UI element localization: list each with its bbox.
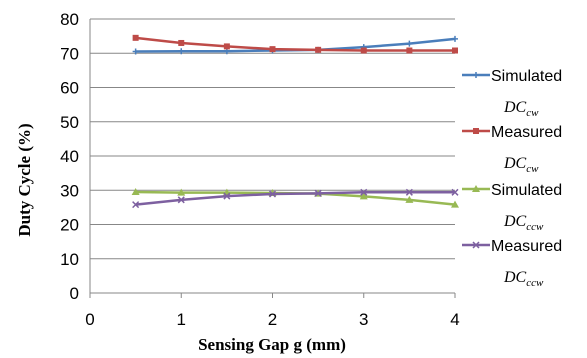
data-point: [177, 196, 185, 204]
data-point: [473, 128, 479, 134]
legend-entry: Simulated DCcw: [462, 68, 562, 119]
x-tick-label: 1: [177, 310, 186, 329]
data-point: [451, 188, 459, 196]
data-point: [360, 188, 368, 196]
data-point: [360, 47, 367, 54]
x-tick-labels: 0 1 2 3 4: [85, 310, 459, 329]
x-tick-label: 3: [359, 310, 368, 329]
legend-label: Measured: [491, 238, 562, 255]
data-point: [451, 200, 459, 208]
data-point: [178, 39, 185, 46]
data-point: [314, 189, 322, 197]
y-tick-label: 80: [60, 10, 79, 29]
data-point: [452, 35, 458, 42]
x-tick-label: 2: [268, 310, 277, 329]
data-point: [406, 47, 413, 54]
series-line: [135, 36, 455, 52]
legend-sublabel: DCcw: [503, 99, 539, 119]
y-axis-title: Duty Cycle (%): [15, 123, 34, 236]
y-tick-label: 30: [60, 181, 79, 200]
series-2: [132, 34, 458, 54]
y-tick-label: 50: [60, 113, 79, 132]
data-point: [178, 48, 185, 55]
legend-label: Simulated: [491, 182, 562, 199]
data-point: [268, 190, 277, 198]
legend-label: Simulated: [491, 68, 562, 85]
data-point: [452, 47, 458, 54]
data-point: [223, 43, 230, 50]
legend-entry: Measured DCccw: [462, 238, 562, 289]
legend-sublabel-subscript: ccw: [526, 221, 544, 233]
gridlines: [90, 18, 455, 260]
legend-sublabel-main: DC: [503, 269, 527, 286]
legend-sublabel-subscript: ccw: [526, 277, 544, 289]
data-point: [405, 195, 414, 203]
legend-sublabel-subscript: cw: [526, 163, 539, 175]
legend-sublabel-main: DC: [503, 99, 527, 116]
legend-sublabel: DCcw: [503, 155, 539, 175]
data-point: [473, 72, 479, 78]
y-tick-label: 40: [60, 147, 79, 166]
legend-sublabel: DCccw: [503, 213, 544, 233]
data-point: [132, 34, 139, 41]
legend-label: Measured: [491, 124, 562, 141]
series-line: [135, 191, 455, 206]
legend-sublabel: DCccw: [503, 269, 544, 289]
legend-sublabel-subscript: cw: [526, 107, 539, 119]
series-4: [132, 188, 459, 209]
y-tick-label: 60: [60, 79, 79, 98]
data-point: [131, 187, 140, 195]
legend-entry: Measured DCcw: [462, 124, 562, 175]
data-point: [269, 46, 276, 53]
y-tick-label: 10: [60, 250, 79, 269]
data-point: [472, 241, 480, 249]
data-point: [132, 48, 139, 55]
data-point: [177, 188, 186, 196]
data-point: [405, 188, 413, 196]
data-point: [315, 46, 322, 53]
y-tick-label: 0: [70, 284, 79, 303]
x-axis-title: Sensing Gap g (mm): [198, 335, 346, 354]
data-point: [223, 192, 231, 200]
y-tick-label: 20: [60, 216, 79, 235]
x-tick-label: 4: [450, 310, 459, 329]
x-tick-label: 0: [85, 310, 94, 329]
legend-entry: Simulated DCccw: [462, 182, 562, 233]
legend: SimulatedDCcwMeasuredDCcwSimulatedDCccwM…: [462, 68, 562, 289]
axes: [89, 19, 456, 298]
y-tick-label: 70: [60, 44, 79, 63]
data-point: [406, 40, 413, 47]
legend-sublabel-main: DC: [503, 155, 527, 172]
data-point: [472, 185, 480, 192]
data-point: [359, 192, 368, 200]
data-point: [132, 201, 140, 209]
y-tick-labels: 0 10 20 30 40 50 60 70 80: [60, 10, 79, 303]
series-lines: [131, 34, 459, 209]
legend-sublabel-main: DC: [503, 213, 527, 230]
